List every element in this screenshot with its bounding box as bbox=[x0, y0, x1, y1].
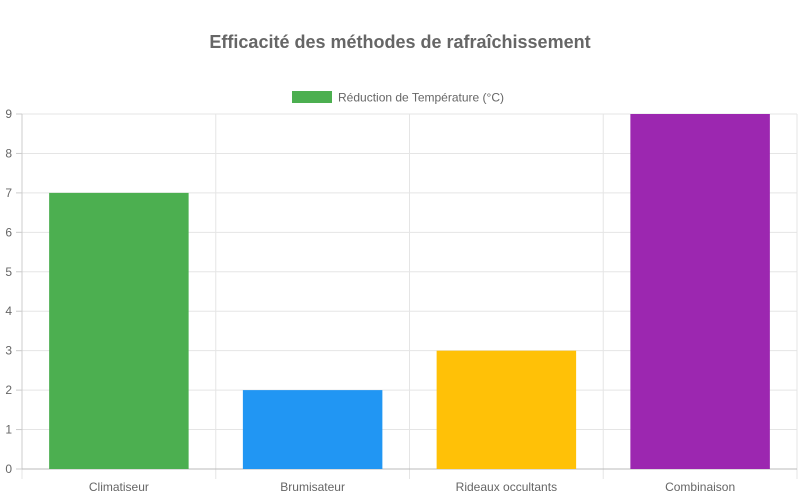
bar-combinaison[interactable] bbox=[630, 114, 770, 469]
y-tick-label: 5 bbox=[5, 265, 12, 279]
y-tick-label: 3 bbox=[5, 344, 12, 358]
bars bbox=[49, 114, 770, 469]
legend[interactable]: Réduction de Température (°C) bbox=[292, 91, 504, 105]
x-category-label: Climatiseur bbox=[89, 480, 149, 494]
x-category-label: Brumisateur bbox=[280, 480, 345, 494]
legend-label: Réduction de Température (°C) bbox=[338, 91, 504, 105]
bar-climatiseur[interactable] bbox=[49, 192, 189, 469]
chart-title: Efficacité des méthodes de rafraîchissem… bbox=[209, 32, 590, 52]
y-axis-ticks: 0 1 2 3 4 5 6 7 8 9 bbox=[5, 107, 12, 476]
x-axis-categories: Climatiseur Brumisateur Rideaux occultants… bbox=[89, 480, 735, 494]
y-tick-label: 0 bbox=[5, 462, 12, 476]
x-category-label: Combinaison bbox=[665, 480, 735, 494]
y-tick-label: 4 bbox=[5, 304, 12, 318]
bar-rideaux-occultants[interactable] bbox=[436, 350, 577, 469]
y-tick-label: 7 bbox=[5, 186, 12, 200]
bar-brumisateur[interactable] bbox=[242, 390, 383, 469]
y-tick-label: 8 bbox=[5, 146, 12, 160]
y-tick-label: 1 bbox=[5, 423, 12, 437]
y-tick-label: 6 bbox=[5, 225, 12, 239]
legend-swatch bbox=[292, 91, 332, 103]
x-category-label: Rideaux occultants bbox=[456, 480, 557, 494]
y-tick-label: 2 bbox=[5, 383, 12, 397]
y-tick-label: 9 bbox=[5, 107, 12, 121]
